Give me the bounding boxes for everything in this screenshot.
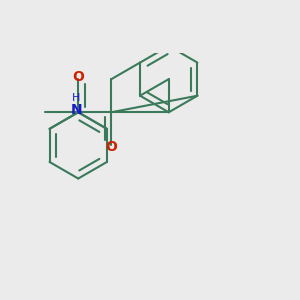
Text: N: N [70, 103, 82, 117]
Text: O: O [72, 70, 84, 84]
Text: H: H [72, 93, 81, 103]
Text: O: O [105, 140, 117, 154]
